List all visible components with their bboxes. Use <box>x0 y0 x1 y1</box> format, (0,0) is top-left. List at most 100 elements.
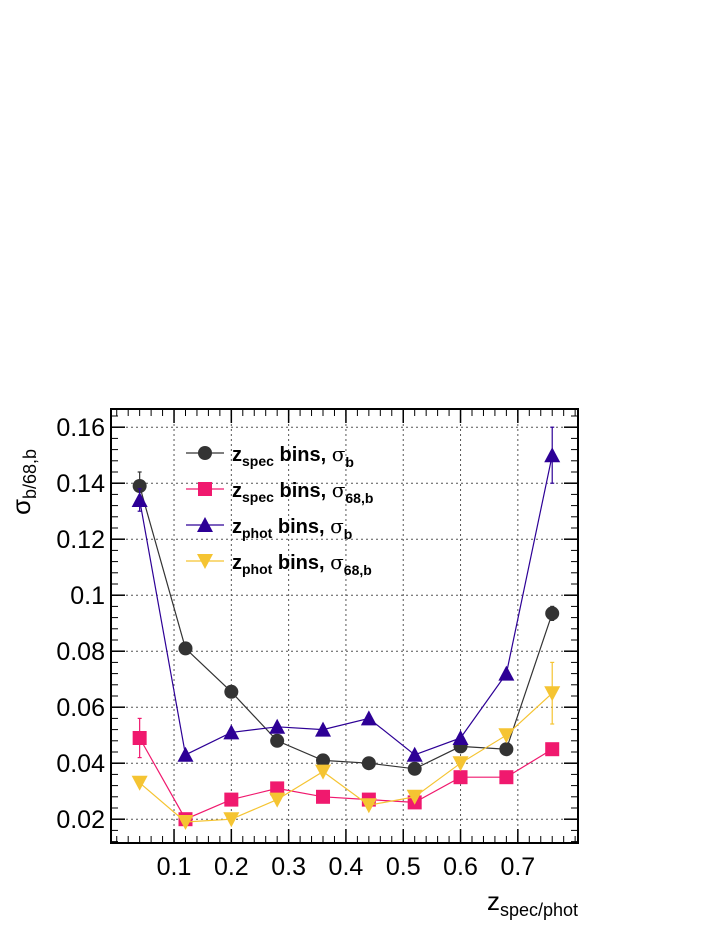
y-tick-label: 0.06 <box>56 694 105 722</box>
legend-mid: bins, <box>272 552 330 574</box>
data-point <box>224 792 239 807</box>
legend-var: z <box>232 552 242 574</box>
y-tick-label: 0.16 <box>56 414 105 442</box>
data-point <box>269 792 286 808</box>
y-tick-label: 0.14 <box>56 470 105 498</box>
data-point <box>544 447 561 463</box>
data-point <box>360 710 377 726</box>
data-point <box>315 764 332 780</box>
data-point <box>131 775 148 791</box>
y-axis-title-main: σ <box>6 499 36 515</box>
data-point <box>131 492 148 507</box>
series-1 <box>132 471 560 776</box>
x-axis-title: zspec/phot <box>487 886 578 920</box>
data-point <box>177 746 194 762</box>
data-point <box>453 770 468 785</box>
data-point <box>132 479 147 493</box>
legend-var: z <box>232 480 242 502</box>
data-point <box>361 756 376 771</box>
legend-mid: bins, <box>272 516 330 538</box>
legend-label: zphot bins, σb <box>232 514 352 542</box>
legend-entry-4: zphot bins, σ68,b <box>186 550 372 578</box>
series-layer <box>131 426 561 830</box>
ticks <box>111 409 578 843</box>
x-tick-label: 0.6 <box>443 853 478 881</box>
data-point <box>544 686 561 702</box>
data-point <box>177 815 194 830</box>
data-point <box>499 770 514 785</box>
x-tick-label: 0.7 <box>500 853 535 881</box>
y-axis-title-sub: b/68,b <box>20 449 40 499</box>
data-point <box>269 718 286 734</box>
legend-marker <box>197 517 213 532</box>
legend-marker <box>197 554 213 569</box>
series-4 <box>131 661 561 830</box>
legend-mid: bins, <box>274 444 332 466</box>
data-point <box>132 731 147 745</box>
data-point <box>407 761 422 776</box>
legend-var-sub: spec <box>242 489 274 505</box>
legend-sigma-sub: b <box>344 526 353 542</box>
series-line <box>139 692 553 823</box>
legend-marker <box>198 482 212 496</box>
legend-marker <box>198 446 212 460</box>
legend-entry-2: zspec bins, σ68,b <box>186 478 373 506</box>
y-tick-label: 0.1 <box>70 582 105 610</box>
data-point <box>270 733 285 748</box>
legend-label: zphot bins, σ68,b <box>232 550 372 578</box>
y-tick-label: 0.08 <box>56 638 105 666</box>
series-line <box>139 485 553 770</box>
x-tick-label: 0.2 <box>214 853 249 881</box>
legend-var-sub: phot <box>242 561 273 577</box>
y-tick-label: 0.04 <box>56 750 105 778</box>
data-point <box>406 789 423 805</box>
series-line <box>139 737 553 820</box>
legend-sigma-sub: b <box>345 454 354 470</box>
x-axis-title-main: z <box>487 886 500 916</box>
x-tick-label: 0.1 <box>157 853 192 881</box>
legend-label: zspec bins, σb <box>232 442 354 470</box>
legend-entry-3: zphot bins, σb <box>186 514 352 542</box>
legend-sigma: σ <box>332 478 346 502</box>
y-tick-label: 0.12 <box>56 526 105 554</box>
legend-sigma: σ <box>330 550 344 574</box>
legend-var: z <box>232 444 242 466</box>
data-point <box>452 756 469 772</box>
legend-label: zspec bins, σ68,b <box>232 478 373 506</box>
legend-entry-1: zspec bins, σb <box>186 442 354 470</box>
y-tick-label: 0.02 <box>56 806 105 834</box>
series-2 <box>132 717 560 827</box>
data-point <box>360 798 377 814</box>
data-point <box>223 812 240 828</box>
legend-mid: bins, <box>274 480 332 502</box>
legend-var: z <box>232 516 242 538</box>
data-point <box>545 742 560 757</box>
legend-sigma: σ <box>330 514 344 538</box>
x-tick-label: 0.5 <box>386 853 421 881</box>
legend-sigma-sub: 68,b <box>344 562 372 578</box>
data-point <box>224 684 239 699</box>
x-tick-label: 0.3 <box>271 853 306 881</box>
data-point <box>499 742 514 757</box>
legend-sigma: σ <box>332 442 346 466</box>
data-point <box>178 641 193 656</box>
data-point <box>452 730 469 745</box>
x-tick-label: 0.4 <box>329 853 364 881</box>
data-point <box>498 665 515 681</box>
data-point <box>223 724 240 740</box>
x-axis-title-sub: spec/phot <box>500 900 578 920</box>
data-point <box>545 606 560 621</box>
data-point <box>316 753 331 768</box>
data-point <box>498 728 515 744</box>
legend-sigma-sub: 68,b <box>345 490 373 506</box>
data-point <box>315 721 332 737</box>
data-point <box>406 746 423 762</box>
plot-frame <box>110 408 579 844</box>
y-axis-title: σb/68,b <box>6 449 40 515</box>
data-point <box>270 781 285 796</box>
legend-var-sub: phot <box>242 525 273 541</box>
legend-var-sub: spec <box>242 453 274 469</box>
tick-labels: 0.1 0.2 0.3 0.4 0.5 0.6 0.7 0.02 0.04 0.06 0.08 0.1… <box>56 414 535 881</box>
series-3 <box>131 426 561 762</box>
